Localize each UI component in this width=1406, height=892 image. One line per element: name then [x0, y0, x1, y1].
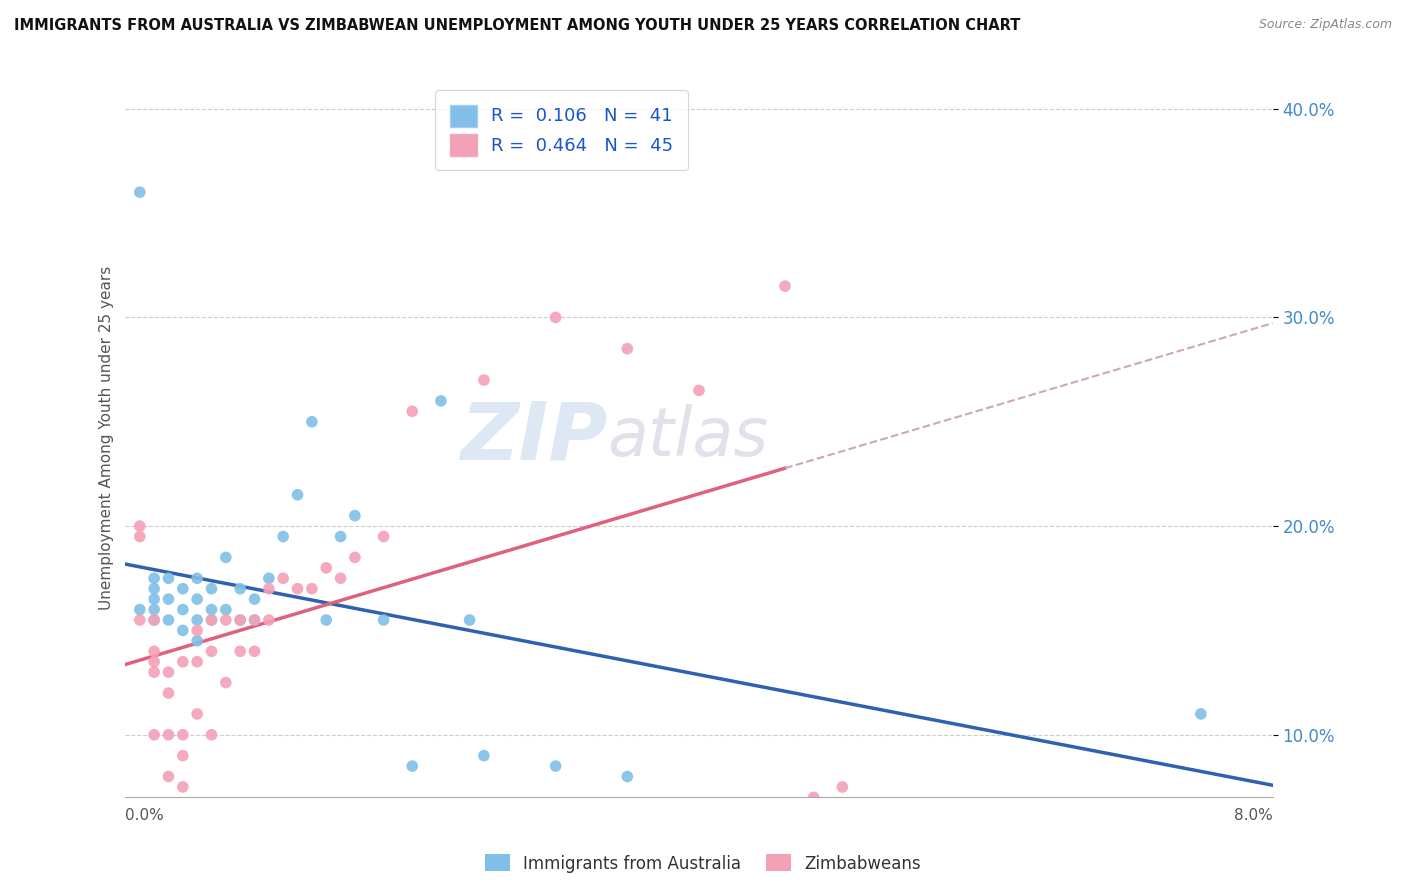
- Point: [157, 665, 180, 680]
- Point: [200, 728, 222, 742]
- Point: [143, 592, 166, 607]
- Point: [229, 613, 252, 627]
- Point: [172, 655, 194, 669]
- Point: [157, 592, 180, 607]
- Point: [458, 613, 481, 627]
- Point: [616, 342, 638, 356]
- Point: [143, 665, 166, 680]
- Point: [315, 561, 337, 575]
- Point: [315, 613, 337, 627]
- Point: [186, 633, 208, 648]
- Point: [430, 393, 453, 408]
- Point: [544, 310, 567, 325]
- Point: [143, 655, 166, 669]
- Text: 0.0%: 0.0%: [125, 808, 165, 823]
- Text: ZIP: ZIP: [460, 399, 607, 476]
- Text: IMMIGRANTS FROM AUSTRALIA VS ZIMBABWEAN UNEMPLOYMENT AMONG YOUTH UNDER 25 YEARS : IMMIGRANTS FROM AUSTRALIA VS ZIMBABWEAN …: [14, 18, 1021, 33]
- Point: [257, 613, 280, 627]
- Point: [257, 571, 280, 585]
- Point: [200, 644, 222, 658]
- Point: [688, 384, 710, 398]
- Point: [157, 571, 180, 585]
- Point: [157, 728, 180, 742]
- Y-axis label: Unemployment Among Youth under 25 years: Unemployment Among Youth under 25 years: [100, 265, 114, 609]
- Point: [287, 488, 309, 502]
- Point: [143, 613, 166, 627]
- Point: [143, 644, 166, 658]
- Point: [186, 571, 208, 585]
- Point: [128, 602, 150, 616]
- Point: [143, 571, 166, 585]
- Point: [472, 373, 495, 387]
- Point: [172, 748, 194, 763]
- Point: [472, 748, 495, 763]
- Point: [831, 780, 853, 794]
- Point: [128, 613, 150, 627]
- Point: [229, 644, 252, 658]
- Point: [773, 279, 796, 293]
- Point: [200, 613, 222, 627]
- Point: [243, 613, 266, 627]
- Legend: R =  0.106   N =  41, R =  0.464   N =  45: R = 0.106 N = 41, R = 0.464 N = 45: [434, 90, 688, 170]
- Point: [143, 613, 166, 627]
- Point: [157, 686, 180, 700]
- Point: [243, 644, 266, 658]
- Point: [200, 602, 222, 616]
- Point: [271, 571, 294, 585]
- Point: [544, 759, 567, 773]
- Point: [271, 529, 294, 543]
- Point: [128, 519, 150, 533]
- Point: [215, 550, 238, 565]
- Legend: Immigrants from Australia, Zimbabweans: Immigrants from Australia, Zimbabweans: [478, 847, 928, 880]
- Point: [229, 582, 252, 596]
- Point: [172, 624, 194, 638]
- Point: [401, 404, 423, 418]
- Point: [143, 602, 166, 616]
- Point: [215, 602, 238, 616]
- Point: [200, 613, 222, 627]
- Text: 8.0%: 8.0%: [1234, 808, 1272, 823]
- Point: [243, 613, 266, 627]
- Point: [128, 185, 150, 199]
- Point: [243, 592, 266, 607]
- Point: [172, 780, 194, 794]
- Point: [215, 675, 238, 690]
- Point: [401, 759, 423, 773]
- Point: [343, 508, 366, 523]
- Point: [128, 529, 150, 543]
- Point: [186, 592, 208, 607]
- Point: [143, 728, 166, 742]
- Point: [616, 770, 638, 784]
- Point: [172, 728, 194, 742]
- Point: [157, 613, 180, 627]
- Text: Source: ZipAtlas.com: Source: ZipAtlas.com: [1258, 18, 1392, 31]
- Point: [373, 529, 395, 543]
- Point: [1189, 706, 1212, 721]
- Text: atlas: atlas: [607, 404, 768, 470]
- Point: [172, 602, 194, 616]
- Point: [343, 550, 366, 565]
- Point: [329, 529, 352, 543]
- Point: [186, 706, 208, 721]
- Point: [215, 613, 238, 627]
- Point: [373, 613, 395, 627]
- Point: [186, 613, 208, 627]
- Point: [803, 790, 825, 805]
- Point: [157, 770, 180, 784]
- Point: [186, 624, 208, 638]
- Point: [186, 655, 208, 669]
- Point: [301, 415, 323, 429]
- Point: [143, 582, 166, 596]
- Point: [172, 582, 194, 596]
- Point: [287, 582, 309, 596]
- Point: [329, 571, 352, 585]
- Point: [200, 582, 222, 596]
- Point: [229, 613, 252, 627]
- Point: [301, 582, 323, 596]
- Point: [257, 582, 280, 596]
